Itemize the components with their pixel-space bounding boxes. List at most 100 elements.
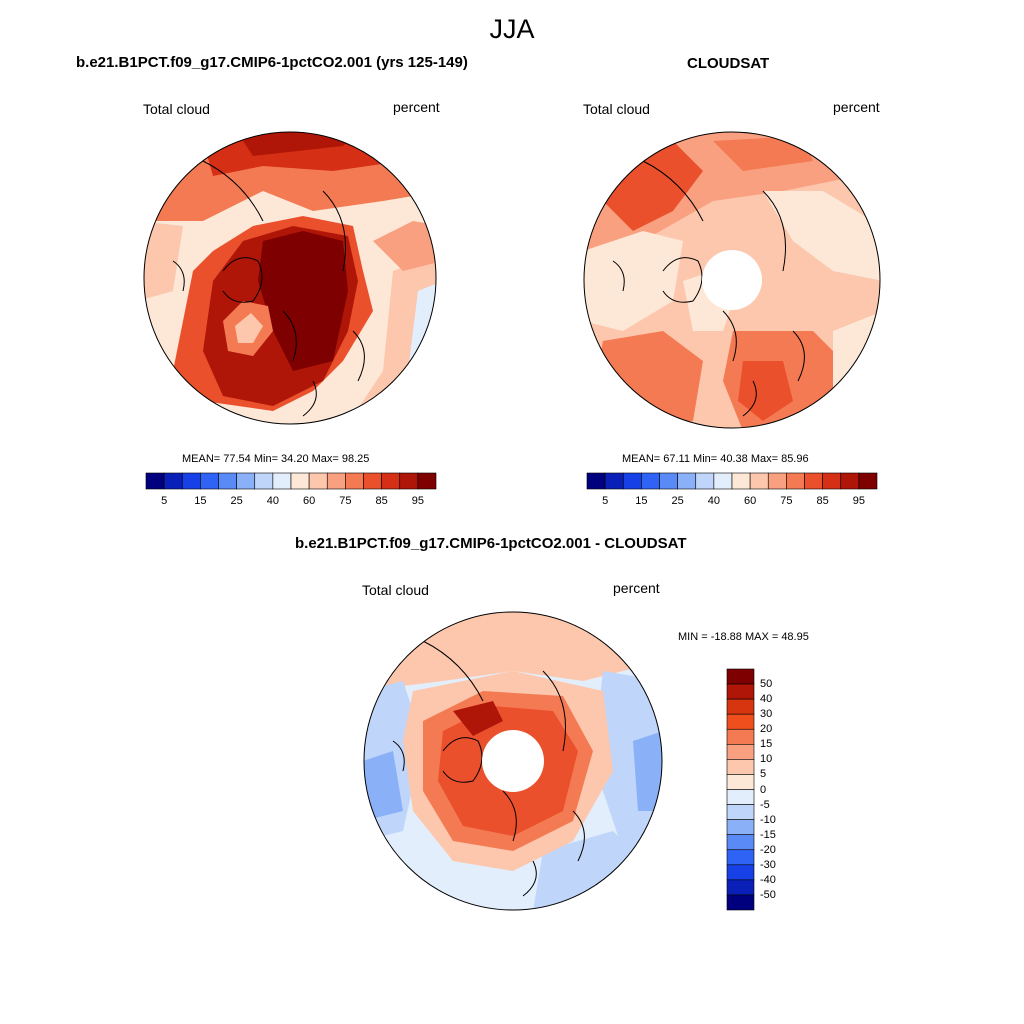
diff-colorbar-tick-label: 40 <box>760 693 773 706</box>
model-field-region <box>373 221 436 271</box>
obs-colorbar-swatch <box>622 472 642 490</box>
model-colorbar-swatch <box>236 472 256 490</box>
obs-colorbar-tick-label: 5 <box>602 495 609 507</box>
diff-colorbar-swatch <box>726 713 755 730</box>
obs-colorbar-swatch <box>713 472 733 490</box>
diff-colorbar-swatch <box>726 864 755 881</box>
diff-colorbar-tick-label: 5 <box>760 768 767 781</box>
model-colorbar-swatch <box>272 472 292 490</box>
model-colorbar-tick-label: 85 <box>375 495 388 507</box>
obs-colorbar-swatch <box>840 472 860 490</box>
diff-colorbar-tick-label: 50 <box>760 678 773 691</box>
diff-colorbar-tick-label: -5 <box>760 798 770 811</box>
obs-colorbar-tick-label: 25 <box>671 495 684 507</box>
obs-colorbar-tick-label: 75 <box>780 495 793 507</box>
obs-colorbar-tick-label: 85 <box>816 495 829 507</box>
model-colorbar-tick-label: 40 <box>266 495 279 507</box>
model-polar-map <box>143 131 437 425</box>
obs-units-label: percent <box>833 99 880 115</box>
model-stats: MEAN= 77.54 Min= 34.20 Max= 98.25 <box>182 453 370 465</box>
model-colorbar-swatch <box>363 472 382 490</box>
obs-colorbar <box>586 472 878 490</box>
obs-coastlines <box>612 160 805 417</box>
diff-units-label: percent <box>613 580 660 596</box>
diff-colorbar-swatch <box>726 759 755 775</box>
obs-colorbar-swatch <box>695 472 715 490</box>
diff-field-region <box>364 751 403 821</box>
model-colorbar-swatch <box>399 472 419 490</box>
obs-colorbar-tick-label: 40 <box>707 495 720 507</box>
diff-colorbar-swatch <box>726 789 755 805</box>
model-colorbar-swatch <box>345 472 364 490</box>
diff-colorbar-swatch <box>726 804 755 820</box>
obs-colorbar-tick-label: 15 <box>635 495 648 507</box>
diff-colorbar-tick-label: -10 <box>760 813 776 826</box>
diff-field-region <box>593 671 662 861</box>
model-units-label: percent <box>393 99 440 115</box>
obs-field-region <box>713 136 813 171</box>
model-colorbar-tick-label: 95 <box>411 495 424 507</box>
model-colorbar-tick-label: 25 <box>230 495 243 507</box>
diff-map-border <box>363 611 663 911</box>
diff-colorbar-swatch <box>726 819 755 835</box>
diff-colorbar-tick-label: 30 <box>760 708 773 721</box>
figure-title: JJA <box>489 14 535 44</box>
obs-map-border <box>583 131 881 429</box>
model-coastlines <box>172 160 365 417</box>
diff-colorbar-swatch <box>726 774 755 790</box>
model-colorbar-tick-label: 75 <box>339 495 352 507</box>
obs-colorbar-swatch <box>586 472 606 490</box>
obs-colorbar-swatch <box>749 472 769 490</box>
diff-colorbar-swatch <box>726 683 755 700</box>
diff-colorbar-tick-label: -50 <box>760 888 776 901</box>
obs-colorbar-swatch <box>659 472 678 490</box>
diff-colorbar-ticks: 50 40 30 20 15 10 5 0 -5 -10 -15 -20 -30 -40 -50 <box>760 669 800 910</box>
model-field-region <box>235 313 263 343</box>
model-map-border <box>143 131 437 425</box>
diff-missing-polar-hole <box>482 730 544 792</box>
diff-coastlines <box>392 640 585 897</box>
diff-minmax: MIN = -18.88 MAX = 48.95 <box>678 631 809 643</box>
obs-field-region <box>738 361 793 421</box>
obs-colorbar-tick-label: 95 <box>852 495 865 507</box>
model-colorbar-swatch <box>200 472 219 490</box>
diff-colorbar-swatch <box>726 744 755 760</box>
diff-colorbar-tick-label: 10 <box>760 753 773 766</box>
obs-colorbar-swatch <box>641 472 660 490</box>
model-colorbar-tick-label: 5 <box>161 495 168 507</box>
diff-field-region <box>453 701 503 736</box>
diff-colorbar-swatch <box>726 879 755 896</box>
diff-colorbar-swatch <box>726 668 755 685</box>
obs-polar-map <box>583 131 881 429</box>
diff-colorbar-tick-label: 0 <box>760 783 767 796</box>
model-colorbar-swatch <box>254 472 274 490</box>
diff-colorbar-swatch <box>726 834 755 851</box>
model-colorbar-swatch <box>417 472 437 490</box>
diff-field-region <box>633 731 662 811</box>
model-colorbar-swatch <box>163 472 183 490</box>
obs-colorbar-swatch <box>804 472 823 490</box>
obs-colorbar-swatch <box>767 472 787 490</box>
diff-colorbar-swatch <box>726 894 755 911</box>
model-colorbar-swatch <box>218 472 237 490</box>
obs-stats: MEAN= 67.11 Min= 40.38 Max= 85.96 <box>622 453 809 465</box>
diff-colorbar-tick-label: -40 <box>760 873 776 886</box>
obs-colorbar-swatch <box>822 472 842 490</box>
obs-field-region <box>833 311 880 428</box>
model-colorbar-swatch <box>308 472 328 490</box>
diff-colorbar <box>726 668 755 911</box>
model-colorbar <box>145 472 437 490</box>
model-colorbar-swatch <box>145 472 165 490</box>
model-colorbar-tick-label: 15 <box>194 495 207 507</box>
model-variable-label: Total cloud <box>143 101 210 117</box>
obs-colorbar-swatch <box>604 472 624 490</box>
model-panel-title: b.e21.B1PCT.f09_g17.CMIP6-1pctCO2.001 (y… <box>76 54 468 71</box>
model-field-region <box>258 231 348 371</box>
diff-colorbar-tick-label: 15 <box>760 738 773 751</box>
model-colorbar-swatch <box>290 472 310 490</box>
obs-colorbar-swatch <box>858 472 878 490</box>
obs-field-region <box>763 191 880 281</box>
model-colorbar-swatch <box>326 472 346 490</box>
diff-colorbar-tick-label: -15 <box>760 828 776 841</box>
diff-colorbar-swatch <box>726 728 755 745</box>
